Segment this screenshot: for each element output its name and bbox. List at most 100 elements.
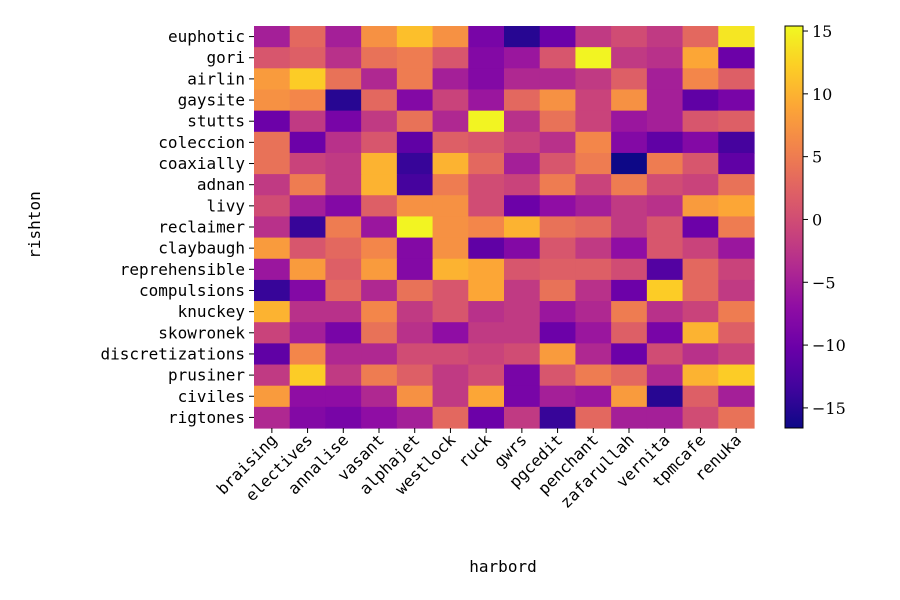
heatmap-cell [325,301,362,323]
heatmap-cell [539,110,577,133]
heatmap-cell [254,89,291,112]
heatmap-cell [289,301,327,323]
heatmap-cell [396,68,434,91]
heatmap-cell [611,152,648,175]
heatmap-cell [254,343,291,366]
heatmap-cell [611,131,648,154]
y-tick-label: civiles [178,387,245,406]
heatmap-cell [468,152,505,175]
heatmap-cell [611,89,648,112]
heatmap-cell [539,322,577,344]
heatmap-cell [575,237,612,260]
heatmap-cell [325,131,362,154]
heatmap-cell [396,152,434,175]
heatmap-cell [432,322,469,344]
heatmap-cell [575,322,612,344]
heatmap-cell [575,47,612,69]
heatmap-cell [325,47,362,69]
heatmap-cell [468,47,505,69]
heatmap-cell [575,68,612,91]
heatmap-cell [361,195,398,218]
heatmap-cell [718,89,755,112]
heatmap-cell [539,279,577,302]
heatmap-cell [254,110,291,133]
heatmap-cell [254,174,291,196]
heatmap-cell [432,26,469,48]
colorbar-tick-label: −10 [812,336,846,355]
heatmap-cell [325,322,362,344]
heatmap-cell [468,322,505,344]
heatmap-cell [432,237,469,260]
heatmap-cell [289,47,327,69]
heatmap-cell [682,258,719,281]
heatmap-cell [682,343,719,366]
heatmap-cell [289,152,327,175]
heatmap-cell [718,279,755,302]
heatmap-cell [468,26,505,48]
heatmap-cell [289,68,327,91]
heatmap-cell [646,301,684,323]
heatmap-cell [325,174,362,196]
y-tick-label: airlin [187,69,245,88]
heatmap-cell [325,237,362,260]
heatmap-cell [468,301,505,323]
heatmap-cell [504,89,541,112]
heatmap-cell [289,364,327,387]
heatmap-cell [646,47,684,69]
heatmap-cell [361,343,398,366]
heatmap-cell [718,258,755,281]
heatmap-cell [254,385,291,408]
heatmap-cell [718,68,755,91]
heatmap-cell [432,406,469,429]
heatmap-cell [539,152,577,175]
heatmap-cell [289,89,327,112]
heatmap-cell [254,364,291,387]
heatmap-cell [361,110,398,133]
heatmap-cell [361,279,398,302]
heatmap-cell [682,301,719,323]
y-tick-label: knuckey [178,302,246,321]
heatmap-cell [611,174,648,196]
heatmap-cell [361,322,398,344]
heatmap-cell [325,364,362,387]
heatmap-cell [432,258,469,281]
heatmap-cell [325,89,362,112]
heatmap-cell [575,301,612,323]
heatmap-cell [325,258,362,281]
heatmap-cell [646,406,684,429]
heatmap-cell [718,301,755,323]
heatmap-cell [718,364,755,387]
heatmap-cell [504,195,541,218]
heatmap-cell [468,68,505,91]
heatmap-cell [396,406,434,429]
heatmap-cell [289,237,327,260]
heatmap-cell [396,47,434,69]
heatmap-cell [468,258,505,281]
heatmap-cell [611,322,648,344]
heatmap-cell [504,152,541,175]
heatmap-cell [325,216,362,239]
heatmap-cell [682,174,719,196]
heatmap-cell [254,237,291,260]
y-axis-title: rishton [25,191,44,258]
heatmap-cell [539,237,577,260]
heatmap-cell [468,174,505,196]
heatmap-cell [468,237,505,260]
heatmap-cell [396,385,434,408]
heatmap-cell [468,385,505,408]
heatmap-cell [611,26,648,48]
heatmap-cell [682,279,719,302]
heatmap-cell [432,343,469,366]
heatmap-cell [289,258,327,281]
heatmap-cell [361,152,398,175]
heatmap-cell [575,195,612,218]
heatmap-cell [504,301,541,323]
heatmap-cell [539,343,577,366]
heatmap-cell [254,322,291,344]
heatmap-cell [254,131,291,154]
heatmap-cell [611,385,648,408]
heatmap-cell [575,174,612,196]
heatmap-cell [289,216,327,239]
heatmap-cell [539,131,577,154]
heatmap-cell [575,26,612,48]
